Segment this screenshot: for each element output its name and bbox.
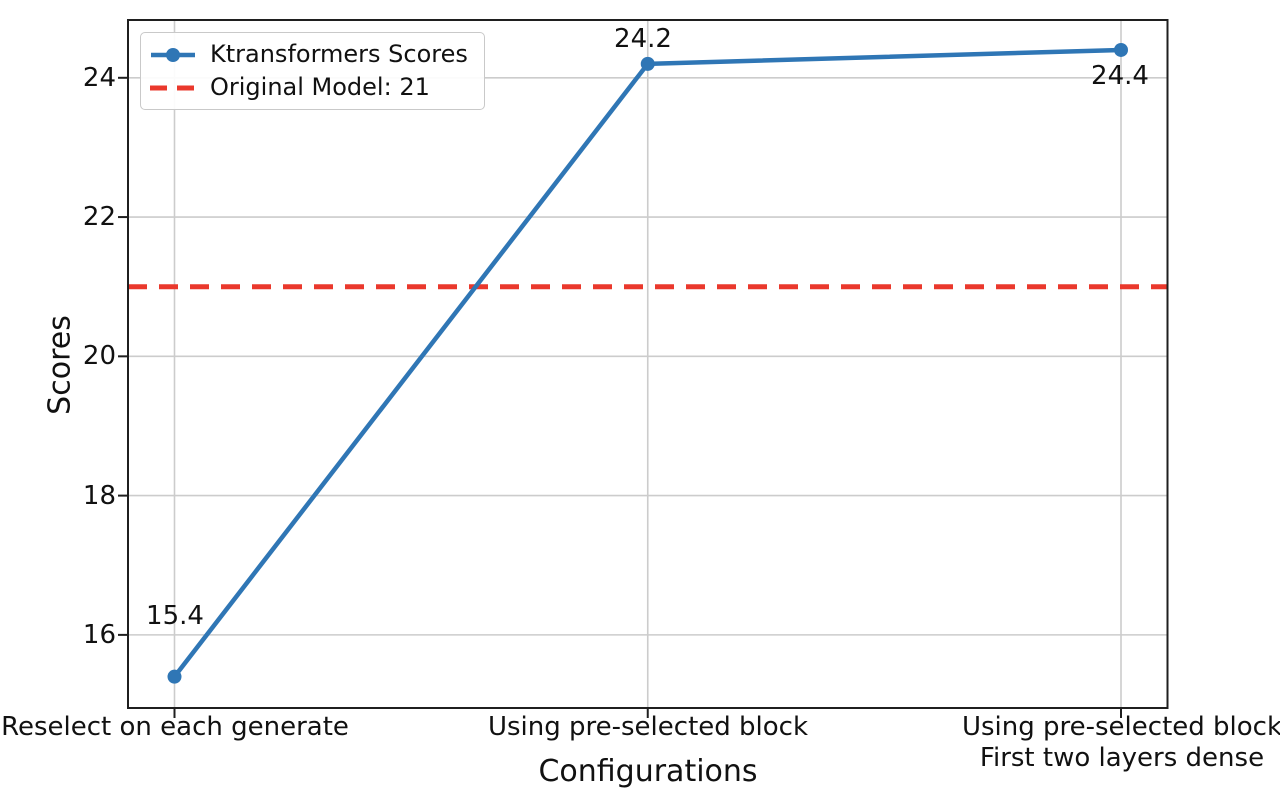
- y-tick-label: 16: [82, 620, 116, 650]
- x-tick-label: Reselect on each generate: [1, 712, 349, 742]
- point-label: 15.4: [146, 601, 204, 631]
- y-tick-label: 18: [82, 481, 116, 511]
- legend-baseline-label: Original Model: 21: [210, 73, 430, 101]
- legend-entry-baseline: Original Model: 21: [149, 73, 468, 102]
- legend-entry-series: Ktransformers Scores: [149, 40, 468, 69]
- y-axis-title: Scores: [42, 315, 78, 415]
- x-tick-label: Using pre-selected block: [487, 712, 809, 742]
- x-tick-label: Using pre-selected block First two layer…: [961, 712, 1280, 773]
- legend-series-label: Ktransformers Scores: [210, 40, 468, 68]
- point-label: 24.4: [1091, 61, 1149, 91]
- y-tick-label: 24: [82, 63, 116, 93]
- x-axis-title: Configurations: [538, 754, 758, 789]
- legend-line-marker-icon: [151, 47, 195, 62]
- legend-dash-icon: [150, 85, 196, 90]
- legend: Ktransformers Scores Original Model: 21: [140, 32, 485, 110]
- y-tick-label: 20: [82, 341, 116, 371]
- y-tick-label: 22: [82, 202, 116, 232]
- point-label: 24.2: [614, 24, 672, 54]
